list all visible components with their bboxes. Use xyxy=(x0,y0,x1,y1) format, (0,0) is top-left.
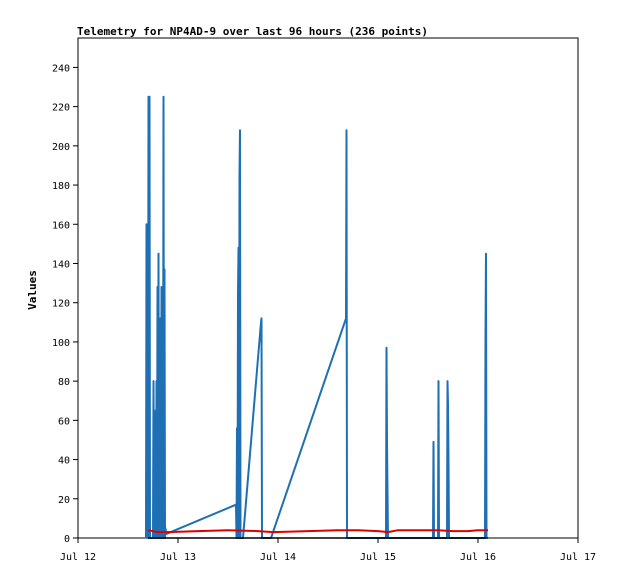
y-tick-label: 60 xyxy=(58,416,70,427)
x-tick-label: Jul 15 xyxy=(360,552,396,563)
y-tick-label: 220 xyxy=(52,103,70,114)
x-tick-label: Jul 14 xyxy=(260,552,296,563)
series-line-2 xyxy=(147,529,488,534)
y-tick-label: 140 xyxy=(52,259,70,270)
x-tick-label: Jul 12 xyxy=(60,552,96,563)
x-tick-label: Jul 16 xyxy=(460,552,496,563)
y-tick-label: 80 xyxy=(58,377,70,388)
y-tick-label: 160 xyxy=(52,220,70,231)
x-tick-label: Jul 17 xyxy=(560,552,596,563)
y-tick-label: 240 xyxy=(52,63,70,74)
y-tick-label: 100 xyxy=(52,338,70,349)
x-axis: Jul 12 Jul 13 Jul 14 Jul 15 Jul 16 Jul 17 xyxy=(60,538,596,563)
y-tick-label: 180 xyxy=(52,181,70,192)
series-line-1 xyxy=(145,95,488,539)
y-tick-label: 0 xyxy=(64,534,70,545)
y-tick-label: 200 xyxy=(52,142,70,153)
y-tick-label: 20 xyxy=(58,495,70,506)
chart-title: Telemetry for NP4AD-9 over last 96 hours… xyxy=(77,25,428,38)
x-tick-label: Jul 13 xyxy=(160,552,196,563)
series-layer xyxy=(145,95,488,539)
y-axis: 0 20 40 60 80 100 120 140 160 180 200 220 240 xyxy=(52,63,78,545)
y-tick-label: 120 xyxy=(52,299,70,310)
y-axis-label: Values xyxy=(26,270,39,310)
y-tick-label: 40 xyxy=(58,456,70,467)
